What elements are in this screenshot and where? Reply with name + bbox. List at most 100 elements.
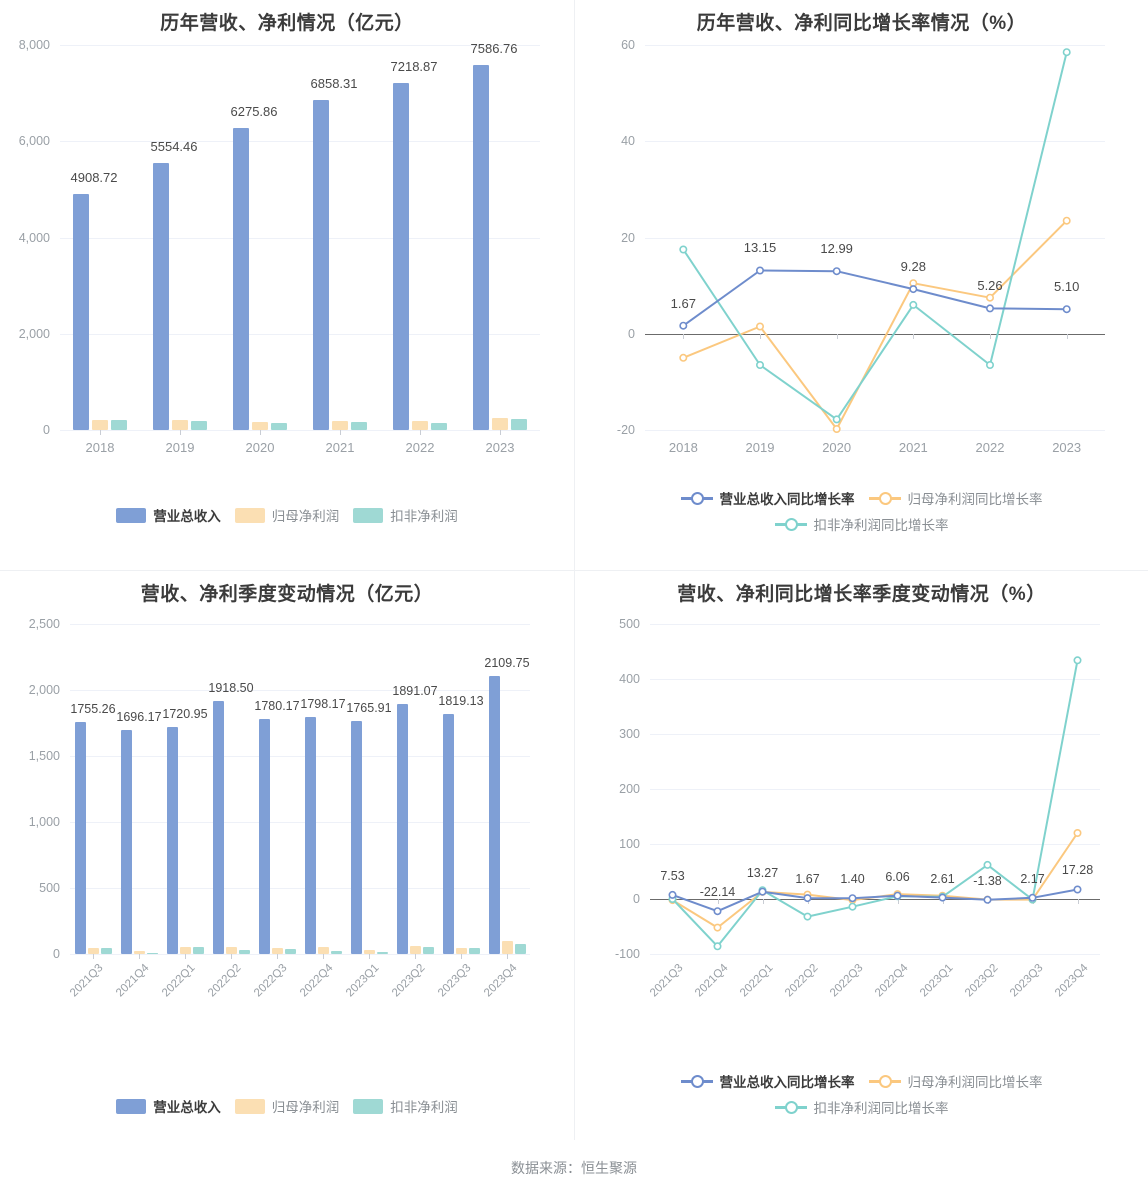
legend-label: 扣非净利润同比增长率 <box>813 518 949 533</box>
x-axis-tick-label: 2022Q1 <box>737 962 775 1000</box>
line-value-label: 5.26 <box>977 278 1003 294</box>
gridline <box>650 624 1100 625</box>
legend-swatch-icon <box>353 1098 384 1114</box>
legend-item[interactable]: 扣非净利润 <box>353 1096 458 1116</box>
bar-revenue <box>350 720 362 954</box>
y-axis-tick-label: 2,500 <box>28 617 60 631</box>
data-point-marker <box>756 266 765 275</box>
x-axis-tick-mark <box>1066 333 1068 339</box>
y-axis-tick-label: 20 <box>621 230 635 245</box>
y-axis-tick-label: 300 <box>619 727 640 741</box>
data-point-marker <box>1073 885 1082 894</box>
legend-line-marker-icon <box>868 1074 901 1088</box>
bar-net-profit <box>225 946 237 954</box>
x-axis-tick-label: 2023Q3 <box>436 962 474 1000</box>
legend-item[interactable]: 营业总收入同比增长率 <box>680 488 855 508</box>
y-axis-tick-label: 4,000 <box>18 230 50 245</box>
y-axis-tick-label: -100 <box>614 947 640 961</box>
bar-revenue <box>153 162 169 430</box>
legend-item[interactable]: 扣非净利润 <box>353 505 458 525</box>
legend-item[interactable]: 营业总收入同比增长率 <box>680 1071 855 1091</box>
x-axis-tick-label: 2023Q4 <box>1052 962 1090 1000</box>
gridline <box>650 679 1100 680</box>
bar-value-label: 5554.46 <box>150 138 198 154</box>
gridline <box>650 844 1100 845</box>
data-point-marker <box>803 912 812 921</box>
bar-revenue <box>212 700 224 954</box>
bar-value-label: 7586.76 <box>470 40 518 56</box>
bar-deducted-net-profit <box>100 947 112 954</box>
legend-item[interactable]: 归母净利润 <box>234 505 339 525</box>
x-axis-tick-mark <box>340 430 341 435</box>
gridline <box>650 789 1100 790</box>
data-point-marker <box>832 415 841 424</box>
x-axis-tick-label: 2022Q2 <box>206 962 244 1000</box>
y-axis-tick-label: 1,000 <box>28 815 60 829</box>
legend-item[interactable]: 营业总收入 <box>116 505 221 525</box>
legend-label: 营业总收入同比增长率 <box>719 492 855 507</box>
line-path <box>672 888 1078 913</box>
charts-grid: 历年营收、净利情况（亿元） 0 2,000 4,000 6,000 8,000 2018 2… <box>0 0 1148 1140</box>
x-axis-tick-label: 2023Q2 <box>962 962 1000 1000</box>
chart-title-quarter-growth: 营收、净利同比增长率季度变动情况（%） <box>677 584 1046 605</box>
panel-quarter-growth: 营收、净利同比增长率季度变动情况（%） -100 0 100 200 300 400 500… <box>574 570 1148 1140</box>
x-axis-tick-label: 2023Q1 <box>344 962 382 1000</box>
x-axis-tick-mark <box>760 333 761 339</box>
line-series-canvas <box>679 48 1071 433</box>
data-point-marker <box>983 895 992 904</box>
x-axis-tick-label: 2022Q4 <box>298 962 336 1000</box>
bar-value-label: 1765.91 <box>346 700 392 715</box>
legend-label: 营业总收入 <box>153 509 221 524</box>
legend-swatch-icon <box>116 507 147 523</box>
x-axis-tick-mark <box>185 954 186 959</box>
x-axis-tick-label: 2018 <box>668 440 698 455</box>
data-point-marker <box>713 942 722 951</box>
legend-line-marker-icon <box>774 1100 807 1114</box>
bar-net-profit <box>92 420 108 430</box>
bar-net-profit <box>412 420 428 430</box>
x-axis-tick-label: 2022 <box>975 440 1005 455</box>
line-value-label: 5.10 <box>1054 279 1080 295</box>
x-axis-tick-mark <box>990 333 991 339</box>
x-axis-tick-mark <box>231 954 232 959</box>
bar-net-profit <box>271 948 283 954</box>
bar-revenue <box>166 726 178 954</box>
line-value-label: 2.61 <box>930 871 955 886</box>
legend-label: 营业总收入同比增长率 <box>719 1075 855 1090</box>
gridline <box>645 430 1105 431</box>
legend-item[interactable]: 归母净利润 <box>234 1096 339 1116</box>
x-axis-tick-mark <box>717 899 719 904</box>
y-axis-tick-label: 2,000 <box>18 326 50 341</box>
bar-net-profit <box>87 947 99 954</box>
x-axis-tick-label: 2020 <box>822 440 852 455</box>
gridline <box>60 237 540 239</box>
legend-item[interactable]: 扣非净利润同比增长率 <box>774 514 949 534</box>
bar-revenue <box>393 82 409 430</box>
bar-revenue <box>442 713 454 954</box>
legend-item[interactable]: 归母净利润同比增长率 <box>868 1071 1043 1091</box>
bar-revenue <box>73 193 89 430</box>
x-axis-tick-label: 2023Q3 <box>1007 962 1045 1000</box>
line-value-label: 9.28 <box>900 259 926 275</box>
legend-label: 扣非净利润同比增长率 <box>813 1101 949 1116</box>
gridline <box>70 690 530 691</box>
plot-area-annual-growth: -20 0 20 40 60 2018 2019 2020 2021 2022 2023 1.67 13… <box>617 38 1105 455</box>
legend-item[interactable]: 营业总收入 <box>116 1096 221 1116</box>
y-axis-tick-label: 200 <box>619 782 640 796</box>
legend-label: 归母净利润同比增长率 <box>907 1075 1043 1090</box>
x-axis-tick-label: 2022Q2 <box>782 962 820 1000</box>
y-axis-tick-label: 40 <box>621 134 635 149</box>
x-axis-tick-label: 2021Q3 <box>68 962 106 1000</box>
data-point-marker <box>909 300 918 309</box>
bar-value-label: 6858.31 <box>310 75 358 91</box>
bar-net-profit <box>252 421 268 430</box>
legend-item[interactable]: 归母净利润同比增长率 <box>868 488 1043 508</box>
bar-value-label: 7218.87 <box>390 58 438 74</box>
data-source-footer: 数据来源：恒生聚源 <box>511 1160 637 1176</box>
legend-item[interactable]: 扣非净利润同比增长率 <box>774 1097 949 1117</box>
data-point-marker <box>985 304 994 313</box>
x-axis-tick-label: 2021 <box>898 440 928 455</box>
line-path <box>671 832 1079 929</box>
x-axis-tick-mark <box>913 333 915 339</box>
x-axis-tick-label: 2022Q1 <box>160 962 198 1000</box>
